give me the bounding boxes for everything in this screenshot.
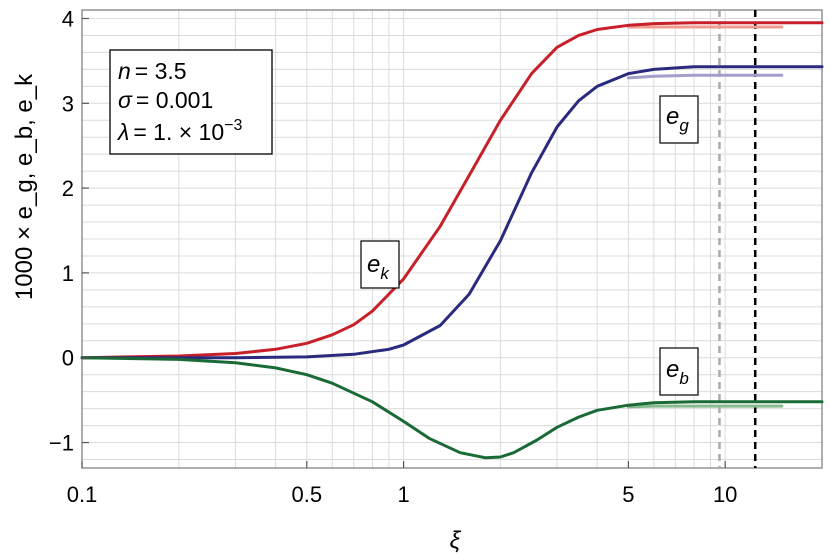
y-tick-label: 2 [62, 176, 74, 201]
axis-ticks: 0.1 0.5 1 5 10 −1 0 1 2 3 4 [49, 6, 738, 507]
y-tick-label: 1 [62, 261, 74, 286]
param-sigma-value: = 0.001 [136, 87, 213, 113]
grid [81, 10, 823, 468]
param-n-symbol: n [118, 58, 131, 84]
param-lambda-value: = 1. × 10 [133, 119, 224, 145]
x-tick-label: 1 [397, 482, 409, 507]
y-tick-label: 3 [62, 91, 74, 116]
svg-text:eb: eb [666, 356, 689, 388]
label-ek: ek [360, 240, 400, 289]
param-sigma-symbol: σ [118, 87, 133, 113]
x-tick-label: 10 [713, 482, 737, 507]
x-tick-label: 0.5 [291, 482, 322, 507]
label-eg: eg [659, 95, 699, 144]
y-tick-label: 0 [62, 346, 74, 371]
y-tick-label: 4 [62, 6, 74, 31]
series-eb [80, 356, 824, 460]
x-axis-label: ξ [450, 527, 462, 554]
series-ek [80, 21, 824, 360]
x-tick-label: 0.1 [67, 482, 98, 507]
svg-text:λ= 1. × 10−3: λ = 1. × 10−3 [116, 117, 242, 145]
svg-text:n= 3.5: n = 3.5 [118, 58, 187, 84]
series-eg [80, 65, 824, 360]
series-lines [80, 21, 824, 460]
plot-frame [81, 9, 823, 469]
series-eb-approx [626, 404, 784, 409]
params-box: n = 3.5 σ = 0.001 λ = 1. × 10−3 [109, 49, 273, 155]
param-lambda-exponent: −3 [224, 117, 242, 134]
reference-lines [718, 10, 757, 468]
x-tick-label: 5 [622, 482, 634, 507]
svg-text:σ= 0.001: σ = 0.001 [118, 87, 213, 113]
param-lambda-symbol: λ [116, 119, 129, 145]
label-eb: eb [659, 347, 699, 396]
series-eg-approx [626, 73, 784, 80]
svg-text:eg: eg [666, 103, 689, 135]
param-n-value: = 3.5 [135, 58, 187, 84]
y-tick-label: −1 [49, 431, 74, 456]
svg-text:ek: ek [367, 251, 390, 283]
y-axis-label: 1000 × e_g, e_b, e_k [11, 73, 38, 300]
